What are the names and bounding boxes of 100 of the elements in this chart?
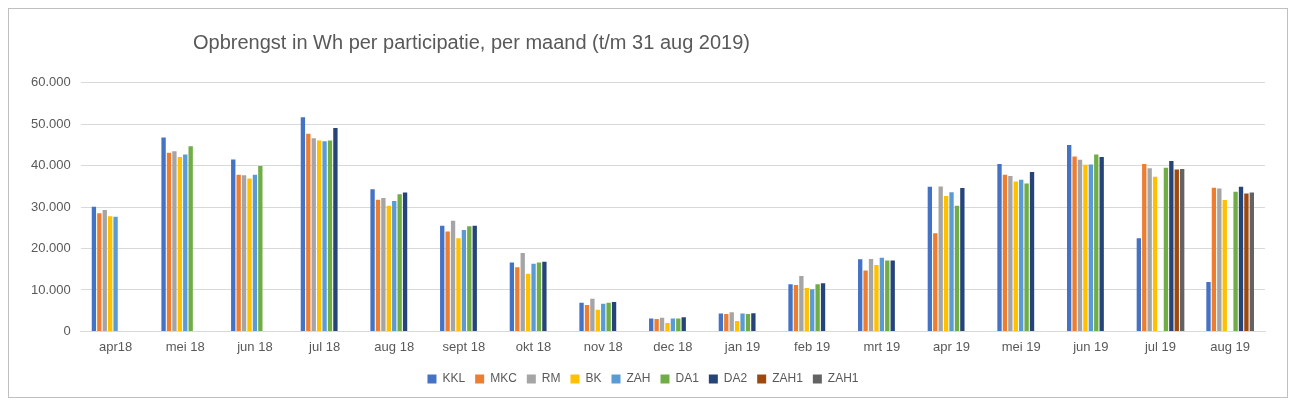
- bar: [386, 205, 391, 331]
- bar: [461, 229, 467, 331]
- bar: [611, 301, 617, 331]
- bar: [450, 220, 456, 331]
- y-tick-label: 40.000: [31, 157, 71, 173]
- legend-label: KKL: [442, 371, 466, 386]
- bar: [177, 156, 182, 331]
- chart-title: Opbrengst in Wh per participatie, per maand (t/m 31 aug 2019): [193, 31, 750, 54]
- bar: [595, 309, 600, 331]
- bar: [1233, 191, 1238, 331]
- bar: [1077, 159, 1083, 331]
- bar: [509, 262, 515, 331]
- bar: [745, 314, 751, 331]
- legend-label: RM: [541, 371, 561, 386]
- bar: [729, 312, 734, 331]
- bar: [536, 262, 542, 331]
- bar: [166, 152, 172, 331]
- bar: [804, 287, 809, 331]
- bar: [542, 261, 547, 331]
- x-tick-label: aug 19: [1210, 338, 1251, 354]
- bar: [1024, 183, 1029, 331]
- bar: [799, 275, 804, 331]
- bar: [1142, 164, 1147, 331]
- bar: [102, 210, 107, 331]
- bar: [1222, 200, 1227, 331]
- bar: [467, 226, 472, 331]
- x-tick-label: okt 18: [515, 338, 552, 354]
- x-tick-label: feb 19: [794, 338, 831, 354]
- bar: [820, 283, 826, 331]
- bar: [734, 321, 740, 331]
- bar: [868, 258, 874, 331]
- bar: [515, 267, 520, 331]
- x-tick-label: jun 19: [1072, 338, 1109, 354]
- bar: [252, 174, 258, 331]
- bar: [311, 138, 316, 331]
- bar: [172, 151, 177, 331]
- x-tick-label: apr18: [98, 338, 133, 354]
- bar: [810, 289, 815, 331]
- bar: [606, 302, 611, 331]
- bar: [740, 313, 745, 331]
- x-tick-label: jul 18: [308, 338, 341, 354]
- bar: [1019, 179, 1024, 331]
- bar: [676, 318, 681, 331]
- bar: [584, 304, 590, 331]
- bar: [1211, 187, 1217, 331]
- bar: [440, 225, 445, 331]
- bar: [665, 323, 670, 331]
- bar: [1169, 161, 1174, 331]
- x-tick-label: dec 18: [653, 338, 693, 354]
- bar: [247, 178, 252, 331]
- bar: [938, 186, 943, 331]
- bar: [879, 257, 885, 331]
- legend-label: DA1: [675, 371, 700, 386]
- bar: [718, 313, 724, 331]
- bar: [231, 159, 236, 331]
- bar: [1002, 174, 1008, 331]
- legend-label: MKC: [490, 371, 518, 386]
- bar: [531, 263, 536, 331]
- bar: [397, 194, 402, 331]
- bar: [1067, 144, 1072, 331]
- bar: [788, 284, 793, 331]
- x-tick-label: nov 18: [583, 338, 623, 354]
- bar: [1088, 164, 1094, 331]
- y-tick-label: 50.000: [31, 115, 71, 131]
- bar: [525, 273, 531, 331]
- bar: [258, 166, 263, 331]
- bar: [890, 260, 895, 331]
- y-tick-label: 10.000: [31, 281, 71, 297]
- legend-label: ZAH1: [827, 371, 859, 386]
- bar: [370, 189, 375, 331]
- bar: [670, 318, 676, 331]
- bar: [161, 137, 166, 331]
- legend-label: BK: [585, 371, 602, 386]
- bar: [183, 154, 188, 331]
- bar: [1136, 238, 1141, 331]
- bar: [590, 298, 595, 331]
- bar: [322, 141, 327, 331]
- bar: [520, 253, 525, 331]
- bar: [188, 146, 193, 331]
- bar: [1238, 186, 1244, 331]
- bar: [1029, 171, 1035, 331]
- bar: [949, 192, 954, 331]
- bar: [724, 314, 729, 331]
- bar: [333, 127, 338, 331]
- bar: [1099, 156, 1104, 331]
- bar: [375, 199, 381, 331]
- legend-label: ZAH1: [772, 371, 804, 386]
- bar: [1206, 282, 1211, 331]
- bar: [1244, 193, 1249, 331]
- bar: [681, 317, 686, 331]
- bar: [113, 216, 118, 331]
- y-tick-label: 60.000: [31, 74, 71, 90]
- bar: [1163, 167, 1169, 331]
- bar: [300, 117, 306, 331]
- bar: [659, 317, 665, 331]
- x-tick-label: jun 18: [236, 338, 273, 354]
- bar: [793, 285, 799, 331]
- x-tick-label: mrt 19: [863, 338, 901, 354]
- bar: [456, 238, 461, 331]
- bar: [1249, 192, 1255, 331]
